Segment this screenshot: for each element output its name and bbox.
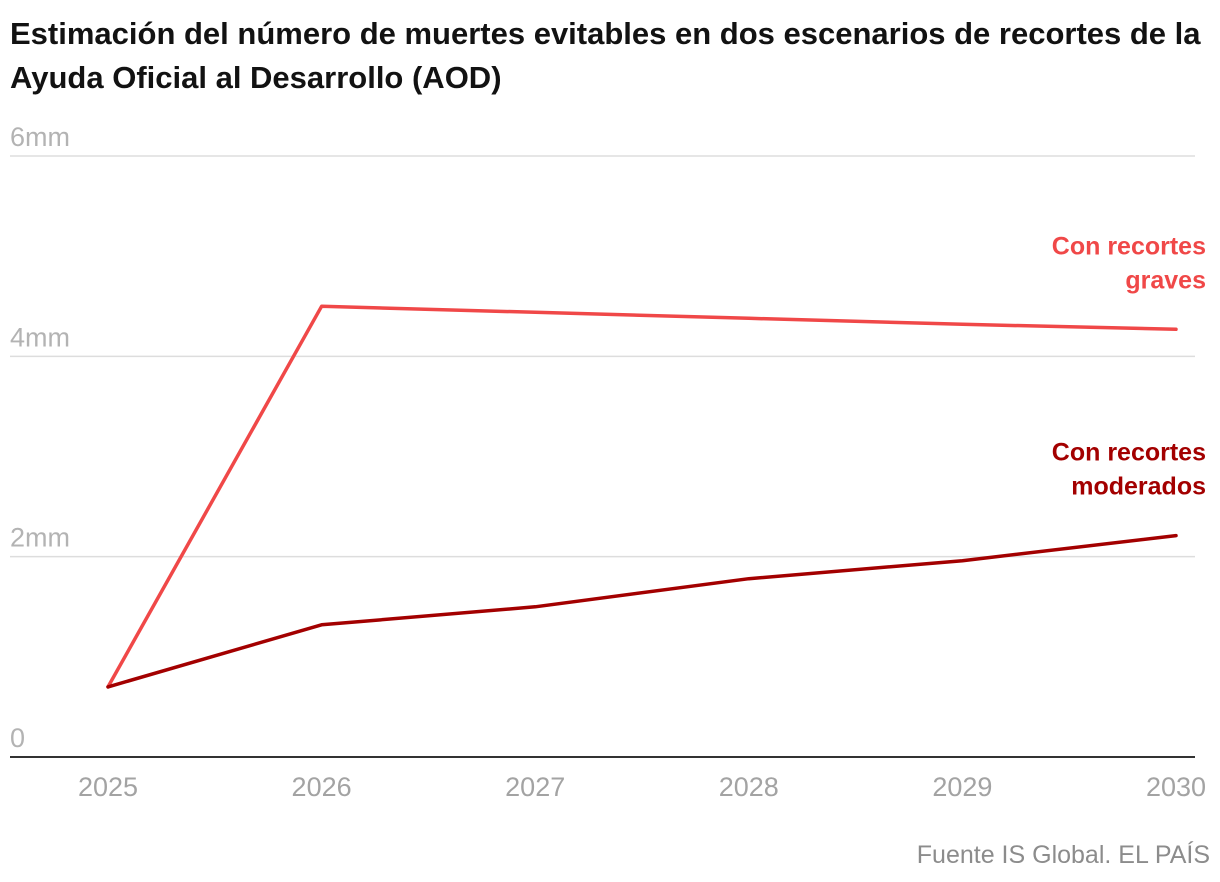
x-tick-label: 2029 [932,772,992,802]
series-label: Con recortes [1052,439,1206,467]
series-label: Con recortes [1052,232,1206,260]
chart-title: Estimación del número de muertes evitabl… [10,16,1201,95]
y-tick-label: 6mm [10,122,70,152]
x-tick-label: 2026 [292,772,352,802]
source-note: Fuente IS Global. EL PAÍS [916,841,1210,869]
series-label: graves [1125,266,1206,294]
y-tick-label: 4mm [10,322,70,352]
series-line-graves [106,304,1178,689]
x-tick-label: 2025 [78,772,138,802]
gridlines [10,155,1195,558]
y-axis-ticks: 0 2mm 4mm 6mm [10,122,70,753]
series-labels: Con recortes graves Con recortes moderados [1052,232,1206,500]
series-label: moderados [1071,473,1206,501]
x-tick-label: 2027 [505,772,565,802]
y-tick-label: 0 [10,723,25,753]
x-tick-label: 2028 [719,772,779,802]
y-tick-label: 2mm [10,523,70,553]
series [106,304,1178,689]
x-tick-label: 2030 [1146,772,1206,802]
x-axis-ticks: 2025 2026 2027 2028 2029 2030 [78,772,1206,802]
series-line-moderados [106,533,1178,689]
